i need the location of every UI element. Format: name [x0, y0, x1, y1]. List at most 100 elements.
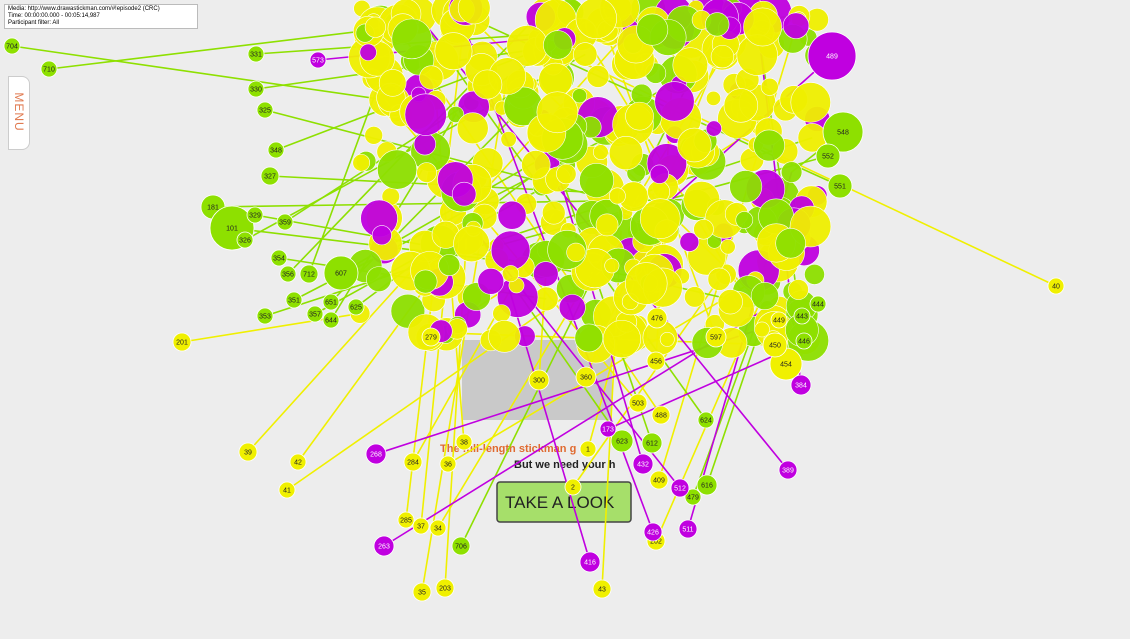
- fixation-cluster: [761, 78, 778, 95]
- fixation-label: 360: [580, 375, 592, 382]
- fixation-cluster: [711, 45, 734, 68]
- gaze-plot: The full-length stickman g But we need y…: [0, 0, 1130, 639]
- fixation-cluster: [593, 145, 608, 160]
- fixation-cluster: [718, 289, 743, 314]
- menu-label[interactable]: MENU: [12, 86, 26, 138]
- fixation-cluster: [365, 126, 383, 144]
- filter: Participant filter: All: [8, 20, 194, 27]
- fixation-label: 354: [273, 256, 285, 263]
- fixation-cluster: [751, 282, 778, 309]
- fixation-cluster: [781, 162, 802, 183]
- fixation-label: 353: [259, 314, 271, 321]
- fixation-cluster: [655, 82, 695, 122]
- fixation-label: 101: [226, 226, 238, 233]
- fixation-cluster: [788, 279, 808, 299]
- fixation-label: 384: [795, 383, 807, 390]
- fixation-cluster: [694, 219, 714, 239]
- fixation-cluster: [435, 33, 472, 70]
- fixation-label: 624: [700, 418, 712, 425]
- fixation-label: 607: [335, 271, 347, 278]
- fixation-label: 444: [812, 302, 824, 309]
- fixation-cluster: [454, 226, 490, 262]
- fixation-cluster: [754, 130, 785, 161]
- fixation-label: 356: [282, 272, 294, 279]
- fixation-label: 623: [616, 439, 628, 446]
- fixation-label: 449: [773, 318, 785, 325]
- fixation-label: 326: [239, 238, 251, 245]
- fixation-cluster: [673, 48, 708, 83]
- fixation-cluster: [501, 132, 517, 148]
- fixation-label: 432: [637, 462, 649, 469]
- fixation-cluster: [605, 259, 619, 273]
- fixation-cluster: [457, 113, 488, 144]
- fixation-cluster: [631, 84, 652, 105]
- fixation-cluster: [637, 14, 668, 45]
- fixation-label: 454: [780, 362, 792, 369]
- fixation-cluster: [567, 243, 586, 262]
- fixation-label: 300: [533, 378, 545, 385]
- fixation-label: 443: [796, 314, 808, 321]
- fixation-label: 511: [682, 527, 693, 534]
- time: Time: 00:00:00.000 - 00:05:14,987: [8, 13, 194, 20]
- fixation-label: 203: [439, 586, 451, 593]
- fixation-cluster: [609, 188, 625, 204]
- fixation-cluster: [414, 133, 436, 155]
- fixation-cluster: [377, 150, 416, 189]
- fixation-cluster: [705, 13, 729, 37]
- fixation-cluster: [576, 0, 617, 39]
- fixation-cluster: [603, 320, 641, 358]
- fixation-cluster: [493, 305, 511, 323]
- fixation-label: 456: [650, 359, 662, 366]
- fixation-label: 644: [325, 318, 337, 325]
- fixation-label: 503: [632, 401, 644, 408]
- fixation-label: 416: [584, 560, 596, 567]
- fixation-cluster: [730, 170, 762, 202]
- fixation-cluster: [392, 19, 432, 59]
- fixation-label: 706: [455, 544, 467, 551]
- menu-tab[interactable]: MENU: [8, 76, 30, 150]
- fixation-cluster: [609, 136, 643, 170]
- fixation-label: 704: [6, 44, 18, 51]
- fixation-cluster: [502, 265, 518, 281]
- fixation-cluster: [542, 201, 565, 224]
- fixation-label: 489: [826, 54, 838, 61]
- fixation-cluster: [650, 165, 669, 184]
- fixation-cluster: [414, 270, 437, 293]
- fixation-cluster: [783, 13, 809, 39]
- fixation-cluster: [776, 228, 806, 258]
- fixation-label: 329: [249, 213, 261, 220]
- fixation-cluster: [720, 239, 735, 254]
- fixation-label: 551: [834, 184, 846, 191]
- fixation-label: 389: [782, 468, 794, 475]
- fixation-label: 357: [309, 312, 321, 319]
- button-label[interactable]: TAKE A LOOK: [505, 493, 615, 512]
- fixation-label: 616: [701, 483, 713, 490]
- fixation-cluster: [543, 31, 572, 60]
- fixation-cluster: [587, 65, 609, 87]
- fixation-cluster: [473, 70, 502, 99]
- fixation-label: 359: [279, 220, 291, 227]
- fixation-label: 548: [837, 130, 849, 137]
- fixation-label: 651: [325, 300, 337, 307]
- fixation-label: 446: [798, 339, 810, 346]
- fixation-cluster: [596, 214, 618, 236]
- fixation-cluster: [660, 332, 674, 346]
- fixation-cluster: [708, 268, 731, 291]
- fixation-label: 38: [460, 440, 468, 447]
- fixation-label: 479: [687, 495, 699, 502]
- fixation-label: 35: [418, 590, 426, 597]
- media: Media: http://www.drawastickman.com/#!ep…: [8, 6, 194, 13]
- fixation-label: 1: [586, 447, 590, 454]
- fixation-cluster: [360, 44, 377, 61]
- fixation-cluster: [498, 201, 526, 229]
- fixation-label: 409: [653, 478, 665, 485]
- fixation-cluster: [521, 150, 550, 179]
- fixation-label: 612: [646, 441, 658, 448]
- fixation-cluster: [559, 294, 585, 320]
- fixation-cluster: [405, 94, 447, 136]
- fixation-label: 173: [602, 427, 614, 434]
- fixation-label: 512: [674, 486, 686, 493]
- fixation-label: 573: [312, 58, 324, 65]
- fixation-cluster: [724, 89, 758, 123]
- fixation-cluster: [625, 263, 667, 305]
